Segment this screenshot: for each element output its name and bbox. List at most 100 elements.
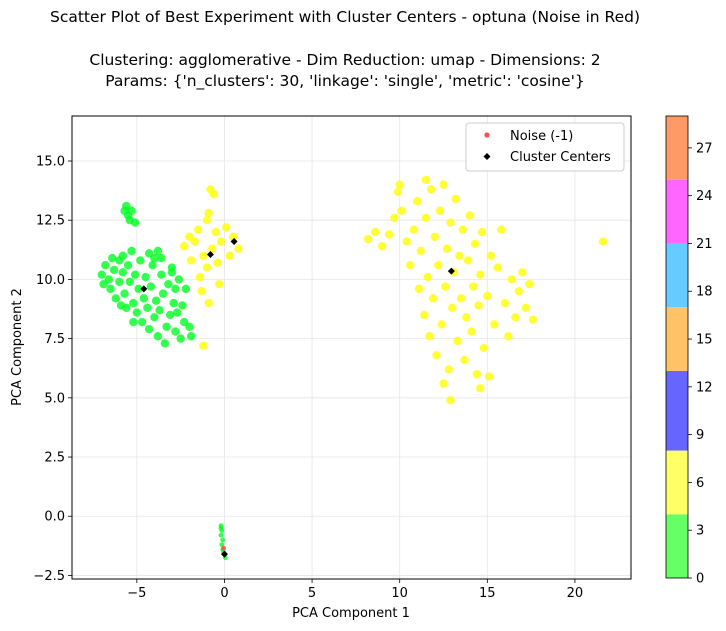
data-point <box>148 261 157 270</box>
data-point <box>214 279 224 289</box>
colorbar-band <box>666 370 688 451</box>
data-point <box>197 287 206 296</box>
colorbar-tick-label: 3 <box>696 524 704 539</box>
data-point <box>118 268 128 277</box>
data-point <box>521 303 531 313</box>
data-point <box>127 206 136 215</box>
data-point <box>518 268 527 277</box>
data-point <box>420 310 429 320</box>
data-point <box>186 256 196 265</box>
data-point <box>178 301 187 310</box>
plot-frame <box>71 115 632 580</box>
data-point <box>463 256 473 265</box>
colorbar-tick-label: 6 <box>696 476 704 491</box>
data-point <box>397 206 406 215</box>
chart-subtitle-clustering: Clustering: agglomerative - Dim Reductio… <box>89 51 601 69</box>
data-point <box>153 332 163 341</box>
data-point <box>129 298 138 308</box>
data-point <box>497 225 506 234</box>
data-point <box>414 284 424 294</box>
data-point <box>525 279 534 289</box>
x-tick-label: 10 <box>391 586 408 601</box>
data-point <box>129 317 138 327</box>
data-point <box>504 332 513 341</box>
data-point <box>181 284 191 294</box>
chart-title: Scatter Plot of Best Experiment with Clu… <box>49 8 641 26</box>
data-point <box>157 253 166 263</box>
data-point <box>234 244 243 253</box>
data-point <box>199 341 208 350</box>
legend-center-label: Cluster Centers <box>510 150 611 165</box>
data-point <box>444 365 453 374</box>
data-point <box>470 239 480 249</box>
data-point <box>195 272 205 282</box>
data-point <box>432 350 441 360</box>
y-axis-label: PCA Component 2 <box>10 288 25 406</box>
data-point <box>115 277 124 286</box>
x-tick-label: 5 <box>308 586 316 601</box>
colorbar-tick-label: 15 <box>696 333 713 348</box>
data-point <box>511 313 520 322</box>
data-point <box>157 270 166 279</box>
data-point <box>455 251 464 260</box>
data-point <box>106 284 115 294</box>
data-point <box>216 237 226 246</box>
data-point <box>428 294 438 303</box>
data-point <box>146 282 156 291</box>
data-point <box>116 301 126 310</box>
data-point <box>395 180 404 189</box>
data-point <box>108 253 117 263</box>
data-point <box>218 525 224 531</box>
data-point <box>413 197 422 206</box>
colorbar-tick-label: 18 <box>696 285 713 300</box>
data-point <box>176 334 185 343</box>
data-point <box>476 270 485 279</box>
data-point <box>150 253 159 263</box>
data-point <box>416 246 425 256</box>
data-point <box>435 206 445 215</box>
data-point <box>423 272 432 282</box>
cluster-center-marker <box>206 251 214 259</box>
legend-noise-label: Noise (-1) <box>510 129 573 144</box>
data-point <box>446 218 455 227</box>
colorbar-tick-label: 27 <box>696 141 713 156</box>
data-point <box>483 291 492 301</box>
data-point <box>206 185 215 194</box>
data-point <box>474 301 483 310</box>
data-point <box>458 225 467 234</box>
x-axis-ticks: −5 0 5 10 15 20 <box>127 579 583 601</box>
noise-point <box>221 545 226 551</box>
data-point <box>109 265 119 275</box>
data-point <box>406 261 415 270</box>
legend-noise-marker <box>484 132 490 138</box>
data-point <box>123 261 133 270</box>
data-point <box>229 232 238 241</box>
data-point <box>425 332 434 341</box>
data-point <box>155 305 164 315</box>
data-point <box>120 289 129 298</box>
colorbar-band <box>666 514 688 578</box>
data-point <box>179 242 189 251</box>
data-point <box>111 294 121 303</box>
data-point <box>441 282 450 291</box>
colorbar-band <box>666 307 688 371</box>
data-point <box>442 244 452 253</box>
colorbar-band <box>666 243 688 308</box>
data-point <box>448 303 457 313</box>
data-point <box>598 237 608 246</box>
cluster-center-marker <box>447 267 455 275</box>
data-point <box>204 298 213 308</box>
data-point <box>130 270 140 279</box>
data-point <box>402 237 411 246</box>
data-point <box>453 336 462 346</box>
chart-subtitle-params: Params: {'n_clusters': 30, 'linkage': 's… <box>105 72 585 90</box>
colorbar-tick-label: 0 <box>696 572 704 587</box>
data-point <box>169 298 178 308</box>
data-point <box>134 284 143 294</box>
data-point <box>158 289 168 298</box>
data-point <box>130 218 140 227</box>
y-tick-label: 2.5 <box>44 451 65 466</box>
data-point <box>213 258 222 268</box>
data-point <box>139 294 149 303</box>
